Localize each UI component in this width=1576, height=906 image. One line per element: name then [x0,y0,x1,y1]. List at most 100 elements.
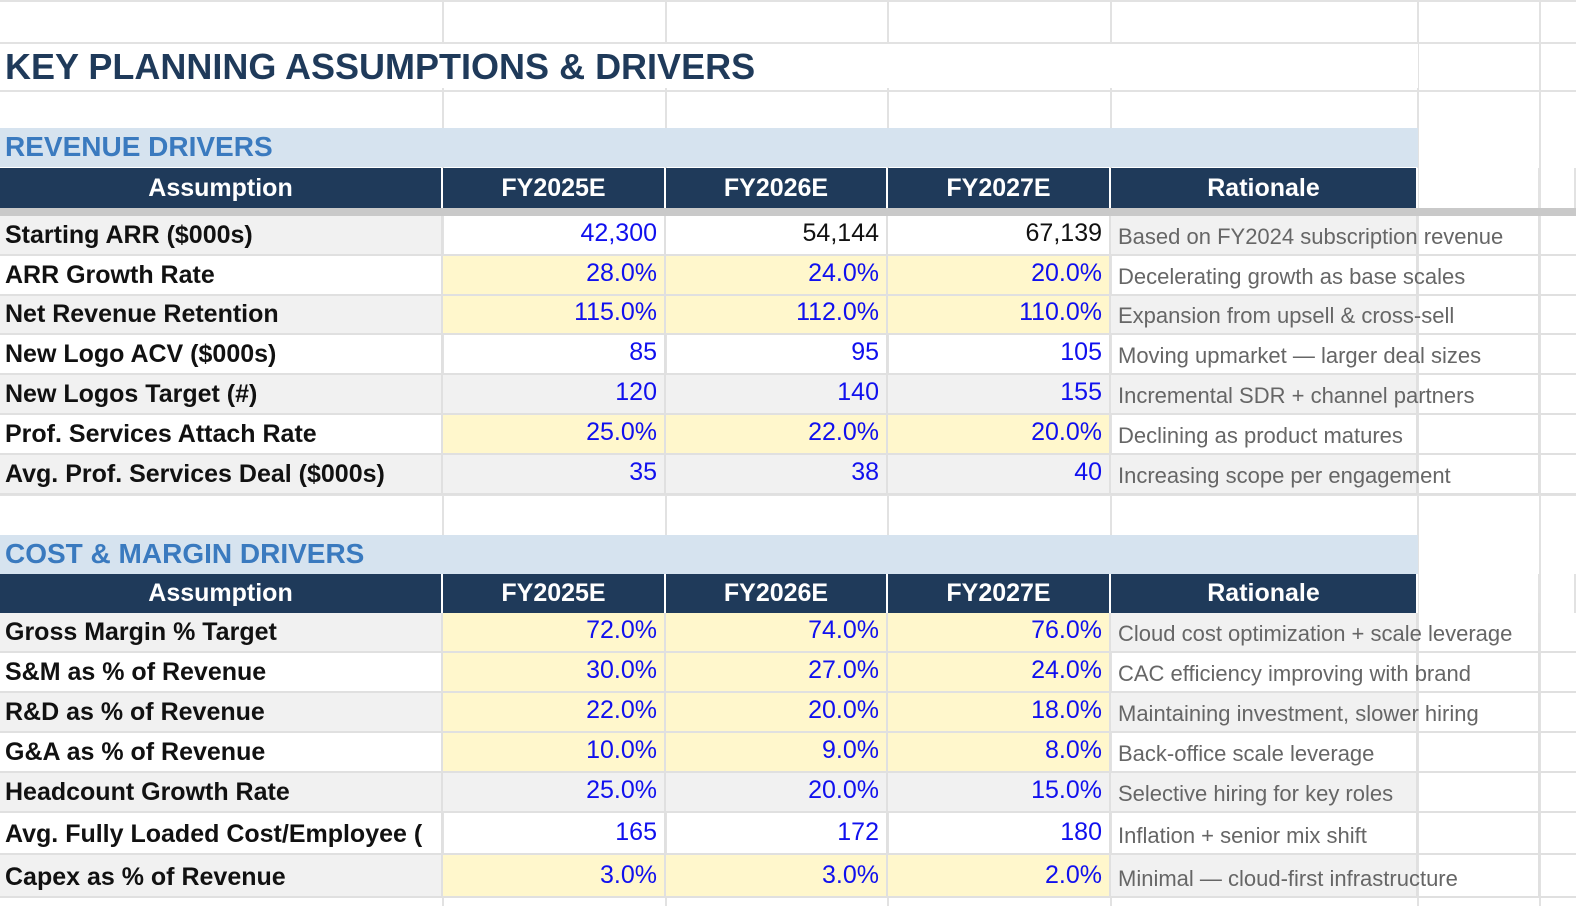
empty-cell[interactable] [1418,693,1540,733]
value-cell[interactable]: 24.0% [888,653,1111,693]
header-fy2027[interactable]: FY2027E [888,168,1111,208]
rationale-cell[interactable]: Moving upmarket — larger deal sizes [1111,335,1481,375]
assumption-label[interactable]: Avg. Prof. Services Deal ($000s) [0,455,443,495]
value-cell[interactable]: 20.0% [666,773,888,813]
value-cell[interactable]: 20.0% [666,693,888,733]
empty-cell[interactable] [1540,653,1576,693]
empty-cell[interactable] [1418,216,1540,256]
value-cell[interactable]: 105 [888,335,1111,375]
header-fy2026[interactable]: FY2026E [666,574,888,613]
value-cell[interactable]: 28.0% [443,256,666,296]
value-cell[interactable]: 120 [443,375,666,415]
value-cell[interactable]: 115.0% [443,296,666,335]
rationale-cell[interactable]: Decelerating growth as base scales [1111,256,1465,296]
assumption-label[interactable]: Gross Margin % Target [0,613,443,653]
empty-cell[interactable] [1418,415,1540,455]
empty-cell[interactable] [1540,813,1576,855]
value-cell[interactable]: 180 [888,813,1111,855]
assumption-label[interactable]: S&M as % of Revenue [0,653,443,693]
value-cell[interactable]: 76.0% [888,613,1111,653]
assumption-label[interactable]: Avg. Fully Loaded Cost/Employee ( [0,813,443,855]
assumption-label[interactable]: Starting ARR ($000s) [0,216,443,256]
rationale-cell[interactable]: Selective hiring for key roles [1111,773,1418,813]
rationale-cell[interactable]: Incremental SDR + channel partners [1111,375,1474,415]
value-cell[interactable]: 22.0% [443,693,666,733]
value-cell[interactable]: 74.0% [666,613,888,653]
header-rationale[interactable]: Rationale [1111,574,1418,613]
value-cell[interactable]: 172 [666,813,888,855]
value-cell[interactable]: 8.0% [888,733,1111,773]
value-cell[interactable]: 155 [888,375,1111,415]
value-cell[interactable]: 27.0% [666,653,888,693]
empty-cell[interactable] [1418,375,1540,415]
value-cell[interactable]: 140 [666,375,888,415]
value-cell[interactable]: 25.0% [443,773,666,813]
header-fy2025[interactable]: FY2025E [443,168,666,208]
empty-cell[interactable] [1540,216,1576,256]
empty-cell[interactable] [1418,455,1540,495]
value-cell[interactable]: 9.0% [666,733,888,773]
empty-cell[interactable] [1418,855,1540,898]
value-cell[interactable]: 165 [443,813,666,855]
value-cell[interactable]: 95 [666,335,888,375]
empty-cell[interactable] [1418,653,1540,693]
rationale-cell[interactable]: Based on FY2024 subscription revenue [1111,216,1503,256]
rationale-cell[interactable]: Declining as product matures [1111,415,1418,455]
rationale-cell[interactable]: Inflation + senior mix shift [1111,813,1418,855]
value-cell[interactable]: 30.0% [443,653,666,693]
empty-cell[interactable] [1540,455,1576,495]
value-cell[interactable]: 35 [443,455,666,495]
assumption-label[interactable]: ARR Growth Rate [0,256,443,296]
assumption-label[interactable]: Capex as % of Revenue [0,855,443,898]
value-cell[interactable]: 112.0% [666,296,888,335]
rationale-cell[interactable]: Increasing scope per engagement [1111,455,1451,495]
rationale-cell[interactable]: Maintaining investment, slower hiring [1111,693,1479,733]
empty-cell[interactable] [1418,773,1540,813]
value-cell[interactable]: 38 [666,455,888,495]
empty-cell[interactable] [1540,733,1576,773]
empty-cell[interactable] [1540,256,1576,296]
value-cell[interactable]: 85 [443,335,666,375]
value-cell[interactable]: 3.0% [666,855,888,898]
empty-cell[interactable] [1540,855,1576,898]
title-cell[interactable] [0,44,1418,88]
value-cell[interactable]: 54,144 [666,216,888,256]
value-cell[interactable]: 67,139 [888,216,1111,256]
assumption-label[interactable]: G&A as % of Revenue [0,733,443,773]
value-cell[interactable]: 20.0% [888,256,1111,296]
value-cell[interactable]: 2.0% [888,855,1111,898]
frozen-row-divider[interactable] [0,208,1576,216]
value-cell[interactable]: 42,300 [443,216,666,256]
value-cell[interactable]: 72.0% [443,613,666,653]
empty-cell[interactable] [1418,813,1540,855]
assumption-label[interactable]: Headcount Growth Rate [0,773,443,813]
empty-cell[interactable] [1540,693,1576,733]
value-cell[interactable]: 110.0% [888,296,1111,335]
rationale-cell[interactable]: Minimal — cloud-first infrastructure [1111,855,1458,898]
empty-cell[interactable] [1418,335,1540,375]
assumption-label[interactable]: R&D as % of Revenue [0,693,443,733]
value-cell[interactable]: 22.0% [666,415,888,455]
empty-cell[interactable] [1540,574,1576,613]
value-cell[interactable]: 40 [888,455,1111,495]
value-cell[interactable]: 20.0% [888,415,1111,455]
empty-cell[interactable] [1418,574,1540,613]
empty-cell[interactable] [1418,613,1540,653]
assumption-label[interactable]: New Logo ACV ($000s) [0,335,443,375]
assumption-label[interactable]: New Logos Target (#) [0,375,443,415]
empty-cell[interactable] [1540,415,1576,455]
rationale-cell[interactable]: Expansion from upsell & cross-sell [1111,296,1454,335]
assumption-label[interactable]: Net Revenue Retention [0,296,443,335]
value-cell[interactable]: 10.0% [443,733,666,773]
header-assumption[interactable]: Assumption [0,168,443,208]
value-cell[interactable]: 15.0% [888,773,1111,813]
value-cell[interactable]: 3.0% [443,855,666,898]
empty-cell[interactable] [1540,296,1576,335]
rationale-cell[interactable]: Cloud cost optimization + scale leverage [1111,613,1512,653]
empty-cell[interactable] [1418,256,1540,296]
empty-cell[interactable] [1540,613,1576,653]
header-fy2026[interactable]: FY2026E [666,168,888,208]
value-cell[interactable]: 24.0% [666,256,888,296]
empty-cell[interactable] [1540,773,1576,813]
value-cell[interactable]: 25.0% [443,415,666,455]
